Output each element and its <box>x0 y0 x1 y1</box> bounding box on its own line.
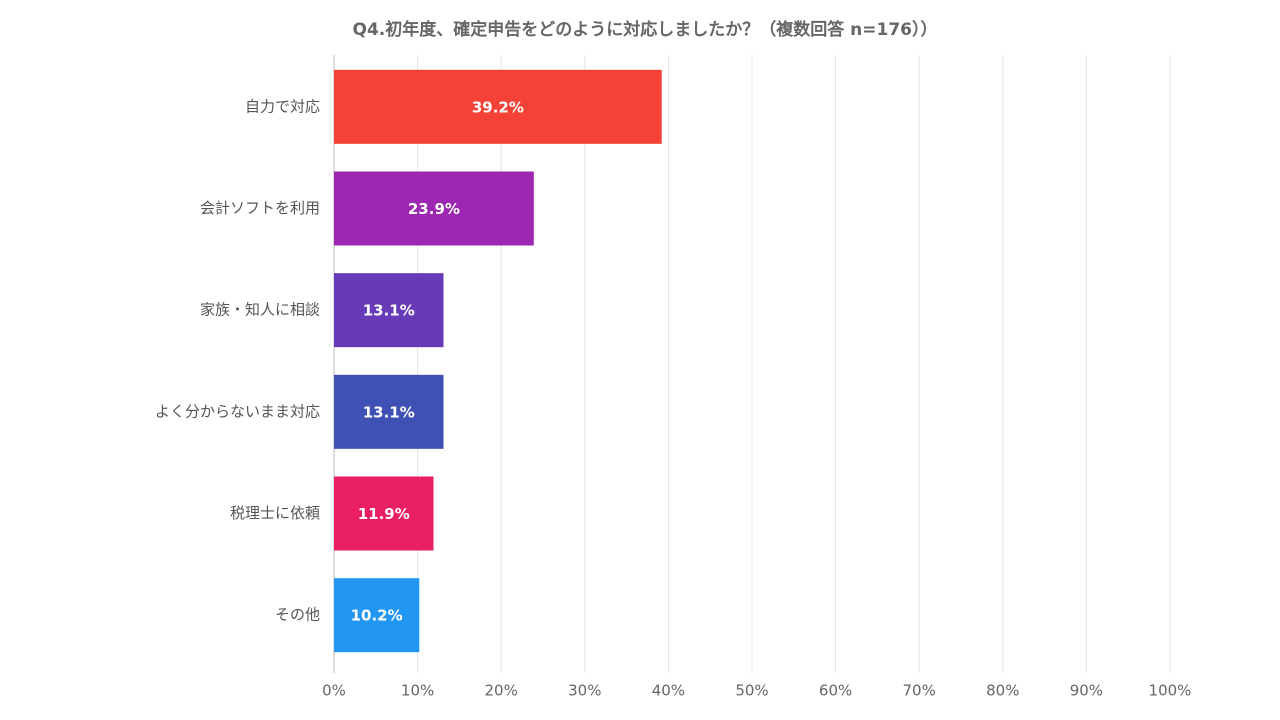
x-tick-label: 70% <box>903 682 936 700</box>
x-tick-label: 80% <box>986 682 1019 700</box>
x-tick-label: 90% <box>1070 682 1103 700</box>
y-tick-label: 家族・知人に相談 <box>200 301 320 319</box>
x-tick-label: 30% <box>568 682 601 700</box>
y-tick-label: 自力で対応 <box>245 97 320 115</box>
bar <box>334 578 420 653</box>
x-tick-label: 0% <box>322 682 346 700</box>
y-tick-label: よく分からないまま対応 <box>155 402 320 420</box>
bar <box>334 273 444 348</box>
bar <box>334 171 534 246</box>
chart-title: Q4.初年度、確定申告をどのように対応しましたか？（複数回答 n=176）） <box>353 19 938 40</box>
bar <box>334 69 662 144</box>
data-label: 13.1% <box>363 403 415 421</box>
x-tick-label: 60% <box>819 682 852 700</box>
x-tick-label: 100% <box>1149 682 1192 700</box>
data-label: 13.1% <box>363 302 415 320</box>
y-tick-label: 会計ソフトを利用 <box>200 199 320 217</box>
x-tick-label: 50% <box>735 682 768 700</box>
x-tick-label: 10% <box>401 682 434 700</box>
y-tick-label: 税理士に依頼 <box>230 504 320 522</box>
data-label: 10.2% <box>351 607 403 625</box>
data-label: 39.2% <box>472 98 524 116</box>
x-tick-label: 40% <box>652 682 685 700</box>
bar <box>334 476 434 551</box>
bar <box>334 374 444 449</box>
data-label: 11.9% <box>358 505 410 523</box>
y-tick-label: その他 <box>275 606 320 624</box>
data-label: 23.9% <box>408 200 460 218</box>
x-tick-label: 20% <box>485 682 518 700</box>
